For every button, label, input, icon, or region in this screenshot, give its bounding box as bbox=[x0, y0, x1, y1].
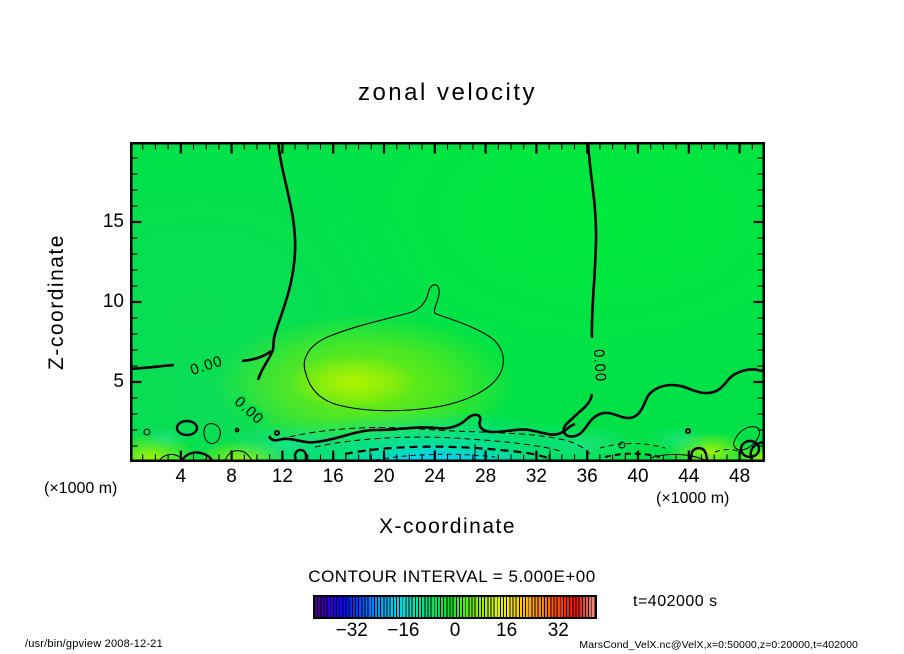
y-axis-label: Z-coordinate bbox=[45, 234, 69, 370]
y-axis-unit: (×1000 m) bbox=[44, 480, 118, 497]
x-tick-label: 44 bbox=[678, 466, 700, 487]
x-tick-label: 16 bbox=[322, 466, 344, 487]
x-tick-label: 24 bbox=[424, 466, 446, 487]
contour-interval-label: CONTOUR INTERVAL = 5.000E+00 bbox=[308, 567, 596, 586]
x-tick-label: 36 bbox=[576, 466, 598, 487]
time-label: t=402000 s bbox=[633, 593, 718, 610]
contour-plot-svg: 0.00 0.00 0.00 bbox=[130, 142, 765, 462]
colorbar-tick-label: −32 bbox=[335, 620, 368, 641]
x-axis-unit: (×1000 m) bbox=[656, 490, 730, 507]
colorbar-tick-label: 0 bbox=[449, 620, 461, 641]
contour-label-right: 0.00 bbox=[590, 349, 609, 383]
velocity-field bbox=[131, 143, 764, 461]
x-axis-label: X-coordinate bbox=[378, 515, 517, 538]
contour-plot: 0.00 0.00 0.00 bbox=[130, 142, 765, 462]
x-tick-label: 4 bbox=[175, 466, 187, 487]
y-tick-label: 15 bbox=[102, 211, 124, 232]
colorbar-tick-label: −16 bbox=[387, 620, 420, 641]
positive-contour-lines bbox=[143, 284, 761, 461]
plot-title: zonal velocity bbox=[357, 79, 538, 106]
x-tick-label: 32 bbox=[525, 466, 547, 487]
negative-contour-lines bbox=[279, 426, 743, 461]
colorbar-tick-label: 32 bbox=[547, 620, 569, 641]
colorbar-tick-labels: −32 −16 0 16 32 bbox=[313, 620, 597, 642]
footer-source: MarsCond_VelX.nc@VelX,x=0:50000,z=0:2000… bbox=[579, 639, 858, 651]
x-axis-tick-labels: 4 8 12 16 20 24 28 32 36 40 44 48 bbox=[130, 466, 765, 488]
y-axis-tick-labels: 5 10 15 bbox=[92, 142, 126, 462]
colorbar-tick-label: 16 bbox=[496, 620, 518, 641]
x-tick-label: 8 bbox=[226, 466, 237, 487]
colorbar bbox=[313, 595, 597, 619]
zero-contour-lines bbox=[131, 143, 764, 461]
x-tick-label: 40 bbox=[627, 466, 649, 487]
y-axis-label-wrap: Z-coordinate bbox=[34, 142, 80, 462]
x-tick-label: 28 bbox=[475, 466, 497, 487]
y-tick-label: 5 bbox=[113, 371, 124, 392]
x-tick-label: 12 bbox=[271, 466, 293, 487]
footer-command: /usr/bin/gpview 2008-12-21 bbox=[25, 638, 163, 650]
plot-border bbox=[130, 142, 765, 462]
y-tick-label: 10 bbox=[102, 291, 124, 312]
x-tick-label: 48 bbox=[729, 466, 751, 487]
x-tick-label: 20 bbox=[373, 466, 395, 487]
